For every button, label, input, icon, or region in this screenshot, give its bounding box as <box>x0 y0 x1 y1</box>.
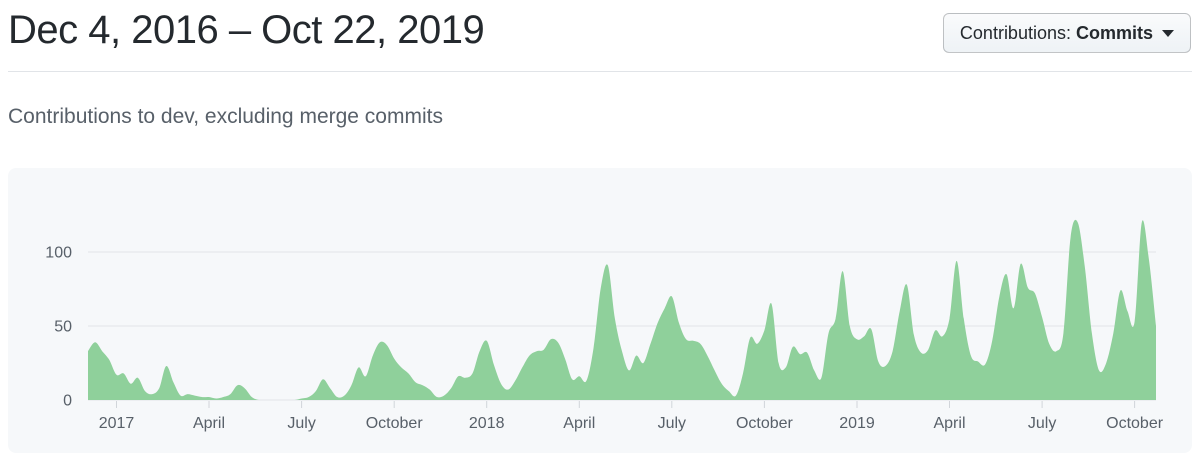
svg-text:July: July <box>287 415 315 432</box>
svg-text:2017: 2017 <box>99 415 135 432</box>
svg-text:100: 100 <box>45 245 72 262</box>
contributions-area-chart[interactable]: 0 50 100 2017 April July October 2018 April July O… <box>8 168 1192 453</box>
svg-text:April: April <box>933 415 965 432</box>
svg-text:2018: 2018 <box>469 415 505 432</box>
dropdown-selected-value: Commits <box>1075 22 1153 43</box>
svg-text:October: October <box>736 415 794 432</box>
svg-text:April: April <box>193 415 225 432</box>
svg-text:2019: 2019 <box>839 415 875 432</box>
header-divider <box>8 71 1192 72</box>
chart-axis-labels: 0 50 100 2017 April July October 2018 April July O… <box>45 245 1163 433</box>
svg-text:July: July <box>658 415 686 432</box>
chart-description: Contributions to dev, excluding merge co… <box>8 105 443 128</box>
svg-text:October: October <box>366 415 424 432</box>
contributions-filter-dropdown[interactable]: Contributions: Commits <box>942 13 1191 53</box>
dropdown-label: Contributions: <box>959 22 1071 43</box>
svg-text:July: July <box>1028 415 1056 432</box>
date-range-title: Dec 4, 2016 – Oct 22, 2019 <box>8 8 485 52</box>
svg-text:50: 50 <box>54 319 72 336</box>
commits-area-series <box>88 219 1156 400</box>
svg-text:October: October <box>1106 415 1164 432</box>
chart-panel: 0 50 100 2017 April July October 2018 April July O… <box>8 168 1192 453</box>
svg-text:0: 0 <box>63 393 72 410</box>
dropdown-caret-icon <box>1162 29 1174 37</box>
svg-text:April: April <box>563 415 595 432</box>
